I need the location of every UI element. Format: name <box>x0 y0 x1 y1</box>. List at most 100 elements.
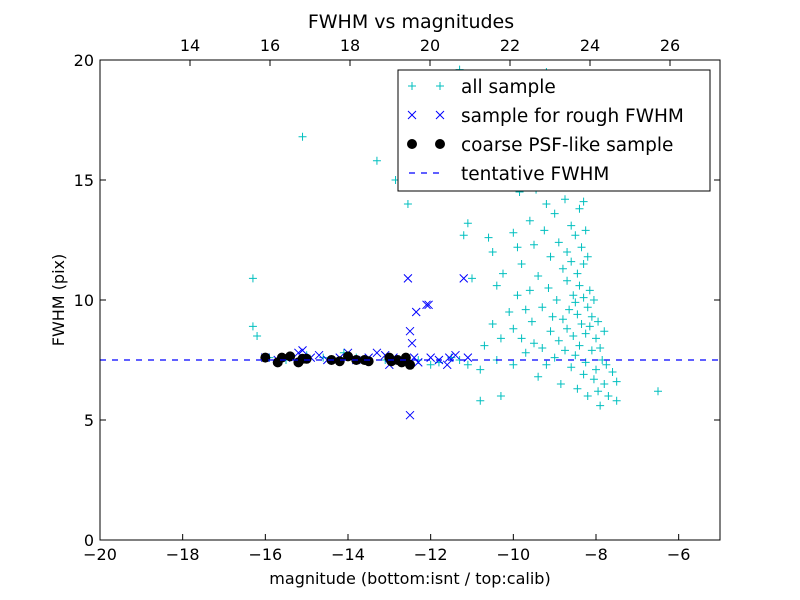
data-point <box>530 240 538 249</box>
legend-label: all sample <box>461 77 556 98</box>
data-point <box>513 243 522 252</box>
x-tick-label: −16 <box>248 545 282 564</box>
data-point <box>592 365 600 374</box>
top-tick-label: 14 <box>180 36 200 55</box>
data-point <box>579 293 588 302</box>
data-point <box>571 298 580 307</box>
data-point <box>579 197 588 206</box>
data-point <box>583 252 592 261</box>
data-point <box>596 401 605 410</box>
legend-label: tentative FWHM <box>461 164 609 185</box>
top-tick-label: 22 <box>500 36 520 55</box>
data-point <box>319 353 328 362</box>
data-point <box>567 257 576 266</box>
data-point <box>556 380 565 388</box>
data-point <box>538 344 547 352</box>
x-axis-label: magnitude (bottom:isnt / top:calib) <box>269 569 550 588</box>
legend-box <box>397 69 711 192</box>
data-point <box>334 356 345 367</box>
data-point <box>585 322 594 331</box>
x-tick-label: −6 <box>667 545 691 564</box>
data-point <box>571 351 580 360</box>
y-tick-label: 0 <box>84 531 94 550</box>
data-point <box>558 315 567 324</box>
top-tick-label: 26 <box>660 36 680 55</box>
data-point <box>558 264 567 273</box>
data-point <box>480 341 489 350</box>
y-tick-label: 20 <box>74 51 94 70</box>
data-point <box>554 238 563 247</box>
data-point <box>534 372 543 381</box>
top-tick-label: 20 <box>420 36 440 55</box>
data-point <box>405 359 415 370</box>
data-point <box>505 308 514 316</box>
data-point <box>476 365 485 374</box>
data-point <box>314 350 324 360</box>
data-point <box>583 303 592 312</box>
top-x-axis: 14 16 18 20 22 24 26 <box>180 36 680 66</box>
data-point <box>372 156 381 165</box>
data-point <box>488 248 497 256</box>
data-point <box>654 387 662 396</box>
data-point <box>534 272 543 280</box>
data-point <box>496 392 505 400</box>
data-point <box>422 300 431 310</box>
data-point <box>583 392 592 400</box>
x-tick-label: −10 <box>496 545 530 564</box>
data-point <box>581 329 590 338</box>
y-axis: 0 5 10 15 20 <box>74 51 720 550</box>
data-point <box>403 274 413 283</box>
data-point <box>600 380 609 388</box>
plot-area <box>100 65 720 420</box>
data-point <box>608 368 617 376</box>
chart-title: FWHM vs magnitudes <box>308 11 514 33</box>
data-point <box>459 231 468 240</box>
data-point <box>343 351 353 362</box>
top-tick-label: 16 <box>260 36 280 55</box>
legend-marker <box>436 82 444 90</box>
data-point <box>525 216 534 225</box>
legend-marker <box>435 139 445 149</box>
data-point <box>567 221 576 230</box>
data-point <box>548 312 557 321</box>
data-point <box>530 339 538 348</box>
data-point <box>403 200 412 208</box>
data-point <box>563 276 572 285</box>
data-point <box>554 336 563 345</box>
top-tick-label: 18 <box>340 36 360 55</box>
data-point <box>544 284 553 292</box>
data-point <box>513 291 522 300</box>
data-point <box>550 353 559 362</box>
data-point <box>587 346 596 355</box>
data-point <box>363 356 374 367</box>
data-point <box>604 392 613 400</box>
data-point <box>550 209 559 218</box>
data-point <box>509 228 518 237</box>
data-point <box>612 396 621 405</box>
data-point <box>451 350 460 360</box>
data-point <box>517 334 526 343</box>
data-point <box>575 204 584 213</box>
data-point <box>468 274 476 283</box>
data-point <box>442 360 452 370</box>
data-point <box>463 219 472 228</box>
top-tick-label: 24 <box>580 36 600 55</box>
data-point <box>575 281 584 290</box>
data-point <box>575 341 584 350</box>
data-point <box>521 348 530 357</box>
x-tick-label: −20 <box>83 545 117 564</box>
data-point <box>561 346 569 355</box>
x-tick-label: −18 <box>166 545 200 564</box>
bottom-x-axis: −20 −18 −16 −14 −12 −10 −8 −6 <box>83 534 690 564</box>
data-point <box>426 360 435 369</box>
data-point <box>573 269 582 278</box>
y-tick-label: 15 <box>74 171 94 190</box>
data-point <box>285 351 296 362</box>
data-point <box>476 396 485 405</box>
data-point <box>561 195 569 204</box>
data-point <box>600 327 609 336</box>
data-point <box>521 305 530 314</box>
data-point <box>488 320 497 328</box>
data-point <box>569 332 578 340</box>
y-tick-label: 5 <box>84 411 94 430</box>
